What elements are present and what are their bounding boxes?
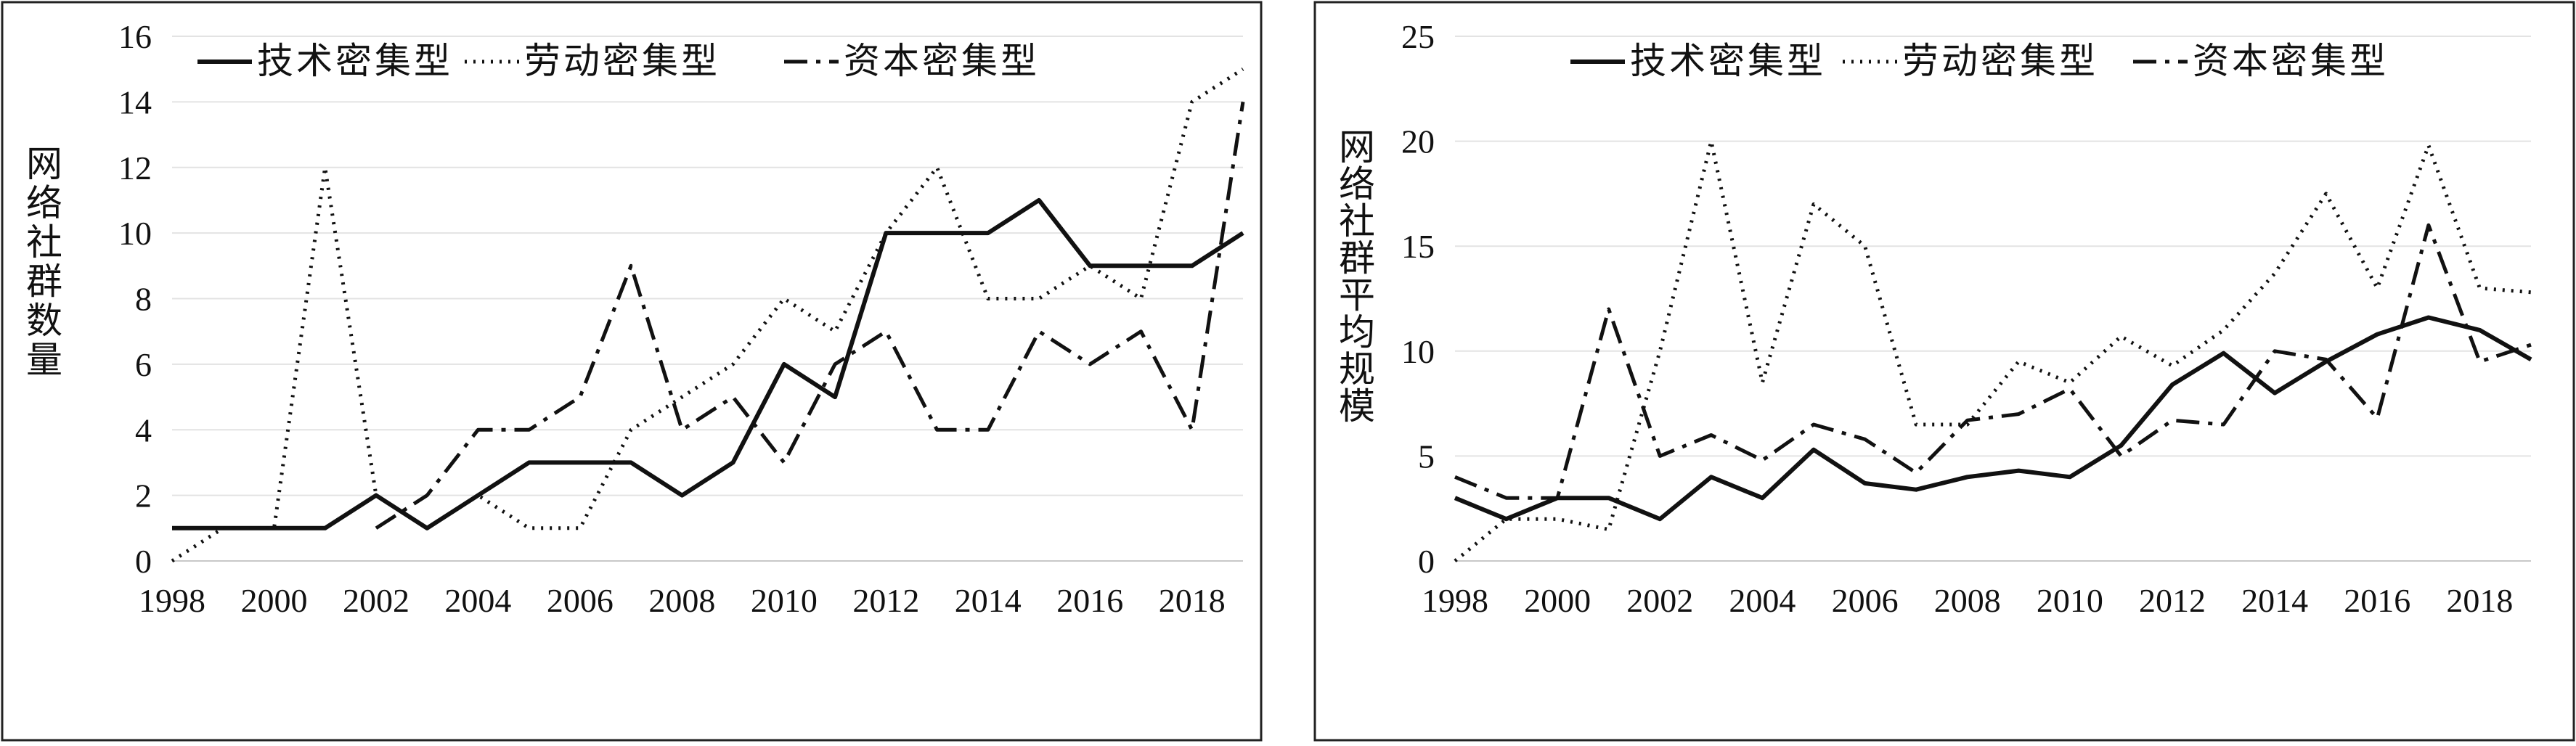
y-axis-label-char: 平 xyxy=(1339,275,1375,316)
y-tick-label: 6 xyxy=(135,346,152,383)
chart-panel-size: 0 5 10 15 20 25 1998 2000 2002 2004 2006 2008 2010 20… xyxy=(1313,0,2576,742)
chart-svg-size: 0 5 10 15 20 25 1998 2000 2002 2004 2006 2008 2010 20… xyxy=(1313,1,2575,742)
legend-label: 资本密集型 xyxy=(2193,41,2389,81)
chart-svg-count: 0 2 4 6 8 10 12 14 16 1998 2000 2002 2004 2006 2008 201… xyxy=(1,1,1263,742)
x-tick-label: 2006 xyxy=(547,582,614,619)
x-tick-label: 2012 xyxy=(852,582,919,619)
x-tick-label: 2014 xyxy=(2241,582,2308,619)
series-line-1 xyxy=(172,197,1244,530)
y-axis-label-char: 社 xyxy=(1339,201,1375,242)
chart-frame xyxy=(1313,1,2575,742)
chart-panel-count: 0 2 4 6 8 10 12 14 16 1998 2000 2002 2004 2006 2008 201… xyxy=(0,0,1263,742)
series-line-2 xyxy=(1454,139,2532,562)
legend-label: 技术密集型 xyxy=(1630,41,1826,81)
y-tick-label: 5 xyxy=(1418,438,1435,475)
x-tick-label: 2010 xyxy=(2037,582,2103,619)
y-axis-label-char: 模 xyxy=(1339,386,1375,427)
chart-frame xyxy=(1,1,1263,742)
x-tick-label: 2012 xyxy=(2139,582,2206,619)
x-tick-label: 2018 xyxy=(1159,582,1226,619)
x-tick-label: 2002 xyxy=(343,582,409,619)
y-axis-label-char: 规 xyxy=(1339,349,1375,390)
x-tick-label: 2008 xyxy=(1934,582,2001,619)
y-tick-label: 2 xyxy=(135,477,152,515)
series-line-1 xyxy=(1454,315,2532,522)
y-axis-label-char: 社 xyxy=(26,222,62,263)
x-tick-label: 2010 xyxy=(751,582,818,619)
y-axis-label-char: 群 xyxy=(1339,238,1375,279)
y-axis-label-char: 群 xyxy=(26,261,62,302)
legend-label: 技术密集型 xyxy=(257,41,453,81)
y-tick-label: 4 xyxy=(135,411,152,448)
y-tick-label: 0 xyxy=(135,543,152,580)
y-tick-label: 25 xyxy=(1401,18,1435,55)
y-axis-label-char: 均 xyxy=(1339,312,1375,353)
x-tick-label: 2004 xyxy=(444,582,511,619)
y-axis-label-char: 络 xyxy=(1339,164,1375,205)
y-axis-label-char: 数 xyxy=(26,300,62,341)
legend-label: 资本密集型 xyxy=(844,41,1040,81)
x-tick-label: 1998 xyxy=(1422,582,1488,619)
series-line-2 xyxy=(171,67,1244,563)
x-tick-label: 2000 xyxy=(1524,582,1591,619)
y-tick-label: 16 xyxy=(118,18,152,55)
y-axis-label-char: 网 xyxy=(1339,127,1375,168)
x-tick-label: 2006 xyxy=(1832,582,1899,619)
y-axis-label-char: 量 xyxy=(26,340,62,380)
y-tick-label: 20 xyxy=(1401,123,1435,160)
x-tick-label: 2008 xyxy=(648,582,715,619)
y-tick-label: 0 xyxy=(1418,543,1435,580)
legend-label: 劳动密集型 xyxy=(1902,41,2098,81)
x-tick-label: 2018 xyxy=(2446,582,2513,619)
x-tick-label: 2002 xyxy=(1626,582,1693,619)
y-tick-label: 8 xyxy=(135,281,152,318)
x-tick-label: 2014 xyxy=(955,582,1022,619)
y-tick-label: 14 xyxy=(118,83,152,120)
y-axis-label-char: 网 xyxy=(26,144,62,184)
x-tick-label: 2016 xyxy=(1056,582,1123,619)
y-axis-label-char: 络 xyxy=(26,183,62,224)
x-tick-label: 2004 xyxy=(1729,582,1796,619)
y-tick-label: 10 xyxy=(118,215,152,252)
x-tick-label: 2016 xyxy=(2344,582,2410,619)
legend-label: 劳动密集型 xyxy=(524,41,720,81)
y-tick-label: 10 xyxy=(1401,333,1435,370)
series-line-3 xyxy=(375,102,1245,530)
series-line-3 xyxy=(1454,223,2532,500)
y-tick-label: 15 xyxy=(1401,228,1435,265)
x-tick-label: 2000 xyxy=(240,582,307,619)
x-tick-label: 1998 xyxy=(139,582,205,619)
y-tick-label: 12 xyxy=(118,149,152,186)
